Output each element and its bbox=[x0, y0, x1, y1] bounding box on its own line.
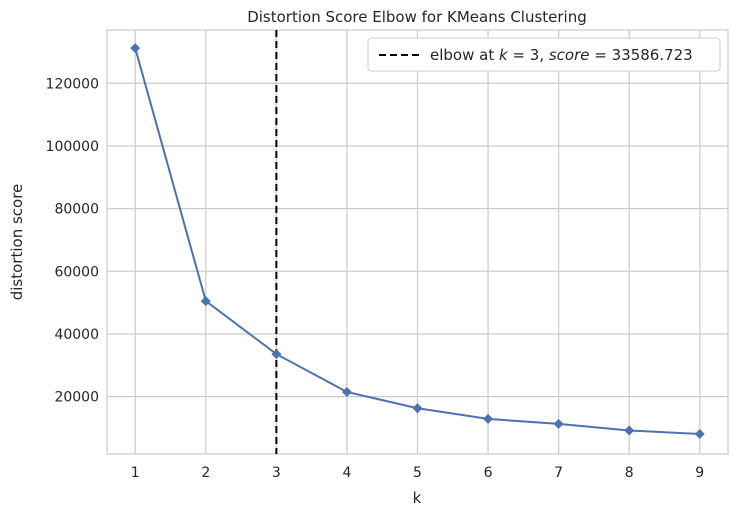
plot-frame bbox=[106, 29, 729, 455]
data-point-marker bbox=[130, 43, 141, 54]
data-point-marker bbox=[553, 418, 564, 429]
x-tick-label: 5 bbox=[413, 465, 422, 481]
data-point-marker bbox=[200, 296, 211, 307]
y-tick-label: 80000 bbox=[54, 202, 99, 218]
x-tick-label: 3 bbox=[272, 465, 281, 481]
y-tick-label: 40000 bbox=[54, 327, 99, 343]
x-tick-label: 2 bbox=[201, 465, 210, 481]
y-tick-label: 100000 bbox=[46, 139, 99, 155]
data-point-marker bbox=[341, 386, 352, 397]
data-point-marker bbox=[271, 349, 282, 360]
x-tick-label: 4 bbox=[342, 465, 351, 481]
legend-elbow-label: elbow at k = 3, score = 33586.723 bbox=[430, 46, 693, 64]
legend-score-symbol: score bbox=[549, 46, 590, 64]
legend-k-part: = 3, bbox=[508, 46, 549, 64]
y-tick-label: 60000 bbox=[54, 264, 99, 280]
x-axis-label: k bbox=[413, 489, 422, 507]
data-point-marker bbox=[694, 428, 705, 439]
legend-score-part: = 33586.723 bbox=[590, 46, 693, 64]
data-point-marker bbox=[412, 403, 423, 414]
series-markers bbox=[130, 43, 705, 439]
legend-box bbox=[367, 37, 721, 72]
data-point-marker bbox=[624, 425, 635, 436]
chart-title: Distortion Score Elbow for KMeans Cluste… bbox=[247, 8, 587, 26]
x-tick-labels: 1 2 3 4 5 6 7 8 9 bbox=[131, 465, 704, 481]
legend-k-symbol: k bbox=[499, 46, 509, 64]
x-tick-label: 1 bbox=[131, 465, 140, 481]
legend: elbow at k = 3, score = 33586.723 bbox=[367, 37, 721, 72]
data-point-marker bbox=[483, 413, 494, 424]
y-tick-labels: 20000 40000 60000 80000 100000 120000 bbox=[46, 76, 99, 405]
x-tick-label: 8 bbox=[625, 465, 634, 481]
x-tick-label: 9 bbox=[695, 465, 704, 481]
y-axis-label: distortion score bbox=[8, 184, 26, 301]
x-tick-label: 7 bbox=[554, 465, 563, 481]
y-tick-label: 20000 bbox=[54, 390, 99, 406]
legend-prefix: elbow at bbox=[430, 46, 499, 64]
x-tick-label: 6 bbox=[484, 465, 493, 481]
y-tick-label: 120000 bbox=[46, 76, 99, 92]
